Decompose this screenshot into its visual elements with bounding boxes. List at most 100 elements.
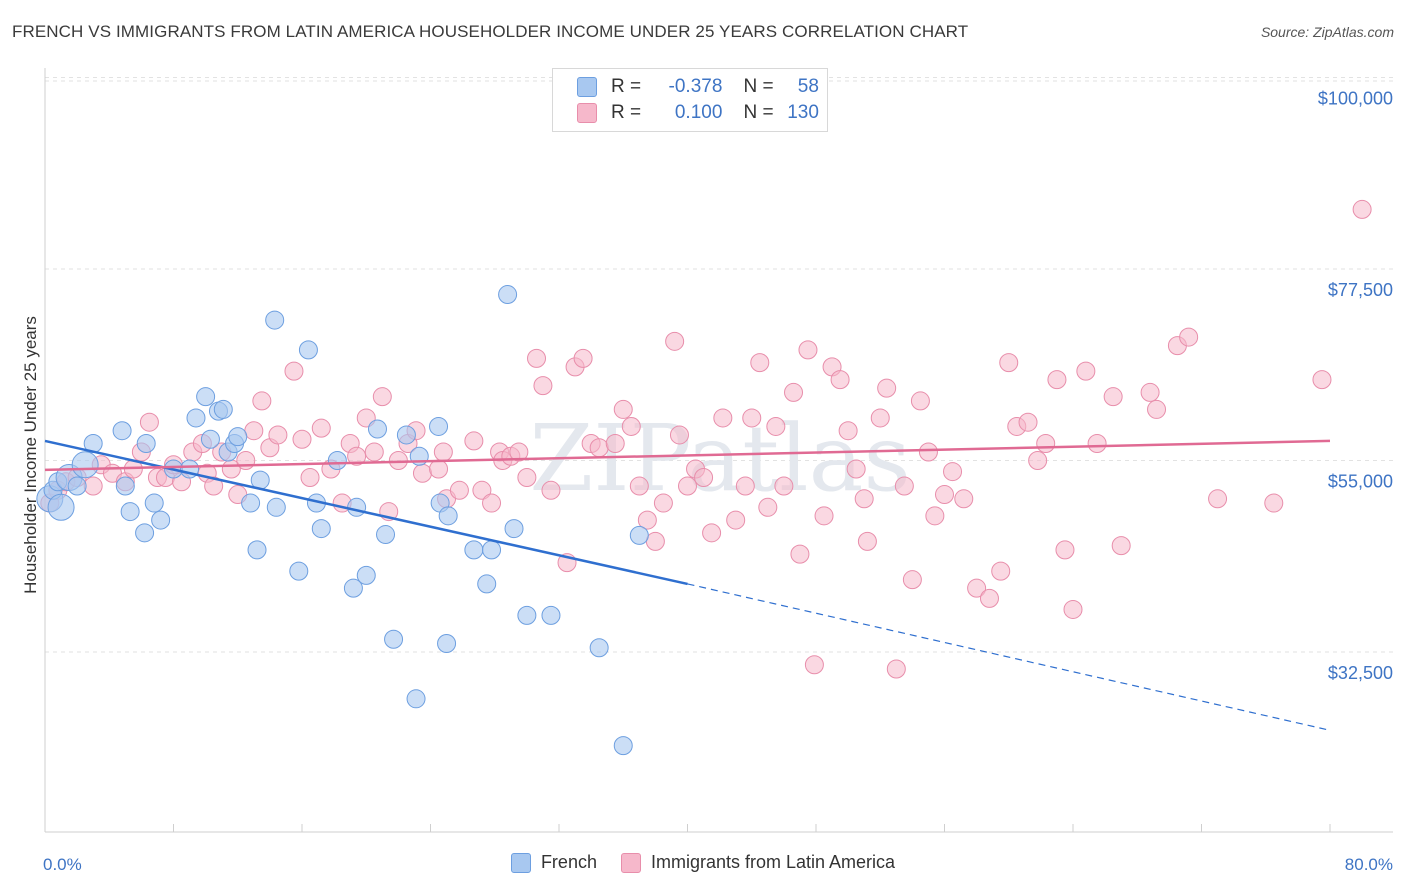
latin-point xyxy=(877,378,897,398)
latin-point xyxy=(979,588,999,608)
latin-point xyxy=(814,506,834,526)
latin-point xyxy=(910,391,930,411)
latin-point xyxy=(790,544,810,564)
latin-swatch xyxy=(577,103,597,123)
french-points xyxy=(36,285,649,756)
french-point xyxy=(266,497,286,517)
french-point xyxy=(298,340,318,360)
latin-point xyxy=(449,480,469,500)
latin-point xyxy=(954,489,974,509)
y-tick-label: $100,000 xyxy=(1318,89,1393,109)
latin-point xyxy=(139,412,159,432)
axes xyxy=(44,68,1393,833)
french-point xyxy=(517,605,537,625)
latin-point xyxy=(347,446,367,466)
latin-point xyxy=(433,442,453,462)
x-tick-max: 80.0% xyxy=(1345,855,1393,874)
latin-point xyxy=(857,531,877,551)
latin-point xyxy=(702,523,722,543)
latin-point xyxy=(252,391,272,411)
latin-point xyxy=(629,476,649,496)
french-point xyxy=(186,408,206,428)
french-n-value: 58 xyxy=(797,76,819,97)
latin-n-value: 130 xyxy=(787,102,819,123)
latin-point xyxy=(1047,370,1067,390)
latin-point xyxy=(742,408,762,428)
latin-point xyxy=(1312,370,1332,390)
french-point xyxy=(112,421,132,441)
y-tick-label: $55,000 xyxy=(1328,472,1393,492)
latin-point xyxy=(236,451,256,470)
french-point xyxy=(67,476,87,496)
y-axis-label: Householder Income Under 25 years xyxy=(21,316,40,594)
latin-point xyxy=(1063,599,1083,619)
latin-point xyxy=(726,510,746,530)
latin-point xyxy=(943,462,963,482)
latin-point xyxy=(935,485,954,505)
latin-point xyxy=(798,340,818,360)
french-point xyxy=(437,633,457,653)
french-point xyxy=(196,387,216,407)
latin-point xyxy=(774,476,794,496)
french-point xyxy=(477,574,497,594)
french-point xyxy=(541,605,561,625)
latin-point xyxy=(713,408,733,428)
x-tick-min: 0.0% xyxy=(43,855,82,874)
latin-point xyxy=(1055,540,1075,560)
latin-point xyxy=(637,510,657,530)
latin-legend-label: Immigrants from Latin America xyxy=(650,852,896,872)
latin-point xyxy=(750,353,770,373)
legend-item-latin: Immigrants from Latin America xyxy=(620,852,896,873)
french-point xyxy=(213,399,233,419)
french-point xyxy=(144,493,164,513)
latin-point xyxy=(1147,399,1167,419)
latin-point xyxy=(1103,387,1123,407)
y-tick-label: $32,500 xyxy=(1328,663,1393,683)
latin-point xyxy=(854,489,874,509)
latin-point xyxy=(284,361,304,381)
french-point xyxy=(376,525,396,545)
french-point xyxy=(504,519,524,539)
correlation-legend: R = -0.378 N = 58 R = 0.100 N = 130 xyxy=(552,68,828,132)
french-point xyxy=(343,578,363,598)
latin-point xyxy=(605,433,625,453)
latin-point xyxy=(472,480,492,500)
chart-title: FRENCH VS IMMIGRANTS FROM LATIN AMERICA … xyxy=(12,22,969,41)
latin-point xyxy=(372,387,392,407)
french-trend-extension xyxy=(687,583,1331,731)
latin-point xyxy=(1264,493,1284,513)
latin-point xyxy=(573,348,593,368)
latin-point xyxy=(1087,433,1107,453)
latin-point xyxy=(300,468,320,488)
legend-row-french: R = -0.378 N = 58 xyxy=(577,75,819,99)
latin-r-label: R = xyxy=(611,102,642,123)
latin-point xyxy=(1028,451,1048,470)
y-tick-label: $77,500 xyxy=(1328,280,1393,300)
y-tick-labels: $32,500 $55,000 $77,500 $100,000 xyxy=(1318,89,1393,684)
legend-row-latin: R = 0.100 N = 130 xyxy=(577,101,819,125)
french-trend-line xyxy=(44,439,688,586)
legend-item-french: French xyxy=(510,852,597,873)
latin-point xyxy=(527,348,547,368)
french-point xyxy=(384,629,404,649)
latin-point xyxy=(533,376,553,396)
french-point xyxy=(498,285,518,305)
latin-point xyxy=(918,442,938,462)
french-point xyxy=(241,493,261,513)
latin-point xyxy=(311,418,331,438)
latin-point xyxy=(902,570,922,590)
french-r-value: -0.378 xyxy=(668,76,723,97)
latin-legend-swatch xyxy=(620,852,641,873)
french-swatch xyxy=(577,77,597,97)
french-point xyxy=(367,419,387,439)
latin-point xyxy=(482,493,502,513)
french-r-label: R = xyxy=(611,76,642,97)
french-n-label: N = xyxy=(743,76,774,97)
latin-point xyxy=(830,370,850,390)
latin-point xyxy=(509,442,529,462)
latin-point xyxy=(364,442,384,462)
grid-lines xyxy=(45,77,1393,653)
french-point xyxy=(228,427,248,447)
french-point xyxy=(265,310,285,330)
